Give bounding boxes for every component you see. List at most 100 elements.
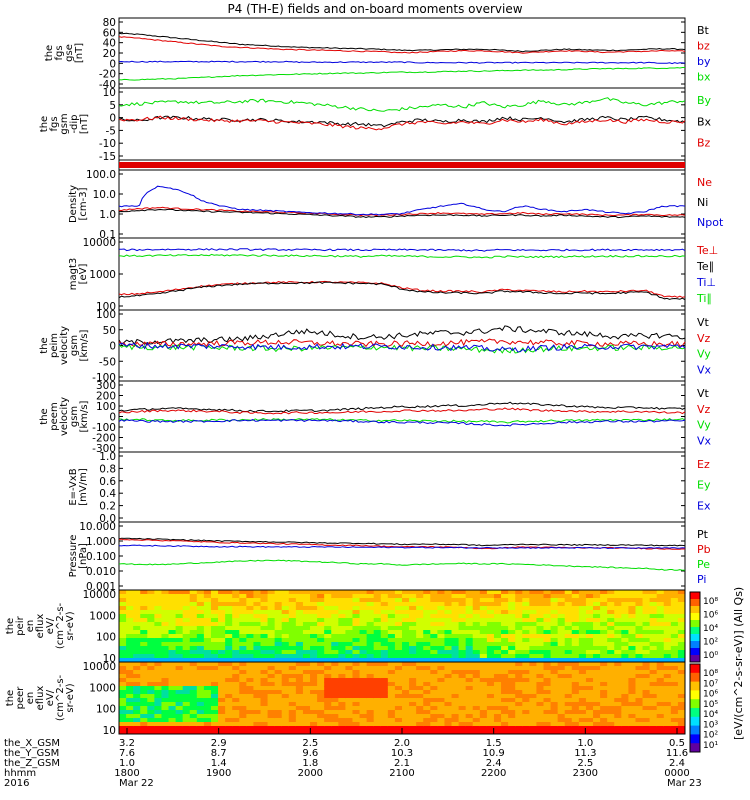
heatmap-cell <box>253 626 261 631</box>
heatmap-cell <box>324 642 332 647</box>
heatmap-cell <box>571 602 580 607</box>
series-line <box>118 407 686 415</box>
heatmap-cell <box>310 594 318 599</box>
heatmap-cell <box>437 606 445 611</box>
heatmap-cell <box>465 610 474 615</box>
heatmap-cell <box>649 662 658 667</box>
ylabel-line: [mV/m] <box>78 468 89 506</box>
ytick-label: 0 <box>109 341 116 353</box>
heatmap-cell <box>267 702 276 707</box>
heatmap-cell <box>557 654 566 659</box>
heatmap-cell <box>409 602 417 607</box>
heatmap-cell <box>232 702 240 707</box>
heatmap-cell <box>225 710 233 715</box>
heatmap-cell <box>564 690 573 695</box>
heatmap-cell <box>515 662 523 667</box>
heatmap-cell <box>260 590 269 595</box>
panel-frame <box>118 380 686 453</box>
ylabel-line: peim <box>49 333 60 358</box>
heatmap-cell <box>564 730 573 735</box>
heatmap-cell <box>564 634 573 639</box>
heatmap-cell <box>246 690 254 695</box>
heatmap-cell <box>246 662 254 667</box>
heatmap-cell <box>585 614 594 619</box>
heatmap-cell <box>317 666 325 671</box>
heatmap-cell <box>310 598 318 603</box>
heatmap-cell <box>218 630 226 635</box>
ytick-label: 60 <box>103 27 116 39</box>
heatmap-cell <box>437 706 445 711</box>
heatmap-cell <box>564 706 573 711</box>
heatmap-cell <box>564 638 573 643</box>
heatmap-cell <box>239 646 247 651</box>
heatmap-cell <box>635 666 644 671</box>
heatmap-cell <box>564 694 573 699</box>
heatmap-cell <box>493 630 502 635</box>
ytick-label: 10.0 <box>93 189 116 201</box>
heatmap-cell <box>649 614 658 619</box>
heatmap-cell <box>479 598 488 603</box>
heatmap-cell <box>416 638 424 643</box>
heatmap-cell <box>663 650 672 655</box>
heatmap-cell <box>126 598 134 603</box>
heatmap-cell <box>423 594 431 599</box>
heatmap-cell <box>543 610 552 615</box>
heatmap-cell <box>430 674 438 679</box>
heatmap-cell <box>196 670 205 675</box>
heatmap-cell <box>253 702 261 707</box>
heatmap-cell <box>161 690 170 695</box>
heatmap-cell <box>536 714 544 719</box>
ytick-label: 5 <box>109 100 116 112</box>
heatmap-cell <box>380 618 389 623</box>
heatmap-cell <box>451 686 460 691</box>
heatmap-cell <box>267 658 276 663</box>
heatmap-cell <box>331 650 339 655</box>
heatmap-cell <box>529 658 537 663</box>
heatmap-cell <box>373 618 382 623</box>
heatmap-cell <box>182 622 191 627</box>
heatmap-cell <box>557 602 566 607</box>
heatmap-cell <box>571 730 580 735</box>
heatmap-cell <box>232 622 240 627</box>
heatmap-cell <box>133 630 141 635</box>
colorbar-tick: 10⁸ <box>703 669 718 679</box>
heatmap-cell <box>140 642 148 647</box>
heatmap-cell <box>338 650 346 655</box>
ylabel-line: eflux <box>35 614 46 639</box>
heatmap-cell <box>126 706 134 711</box>
heatmap-cell <box>600 702 608 707</box>
heatmap-cell <box>649 710 658 715</box>
heatmap-cell <box>501 598 509 603</box>
heatmap-cell <box>380 634 389 639</box>
heatmap-cell <box>649 682 658 687</box>
heatmap-cell <box>522 714 530 719</box>
heatmap-cell <box>239 610 247 615</box>
legend-label: Ey <box>697 479 711 492</box>
heatmap-cell <box>529 710 537 715</box>
heatmap-cell <box>387 722 396 727</box>
heatmap-cell <box>564 622 573 627</box>
heatmap-cell <box>260 662 269 667</box>
heatmap-cell <box>593 650 601 655</box>
heatmap-cell <box>182 670 191 675</box>
heatmap-cell <box>147 686 155 691</box>
legend-label: Ez <box>697 458 710 471</box>
heatmap-cell <box>493 646 502 651</box>
heatmap-cell <box>331 590 339 595</box>
heatmap-cell <box>352 602 361 607</box>
heatmap-cell <box>380 722 389 727</box>
heatmap-cell <box>394 602 403 607</box>
heatmap-cell <box>416 718 424 723</box>
heatmap-cell <box>288 682 297 687</box>
heatmap-cell <box>409 642 417 647</box>
heatmap-cell <box>635 706 644 711</box>
heatmap-cell <box>409 614 417 619</box>
heatmap-cell <box>600 710 608 715</box>
heatmap-cell <box>437 682 445 687</box>
heatmap-cell <box>501 622 509 627</box>
heatmap-cell <box>614 698 622 703</box>
heatmap-cell <box>677 614 686 619</box>
heatmap-cell <box>479 666 488 671</box>
heatmap-cell <box>133 710 141 715</box>
heatmap-cell <box>203 662 212 667</box>
